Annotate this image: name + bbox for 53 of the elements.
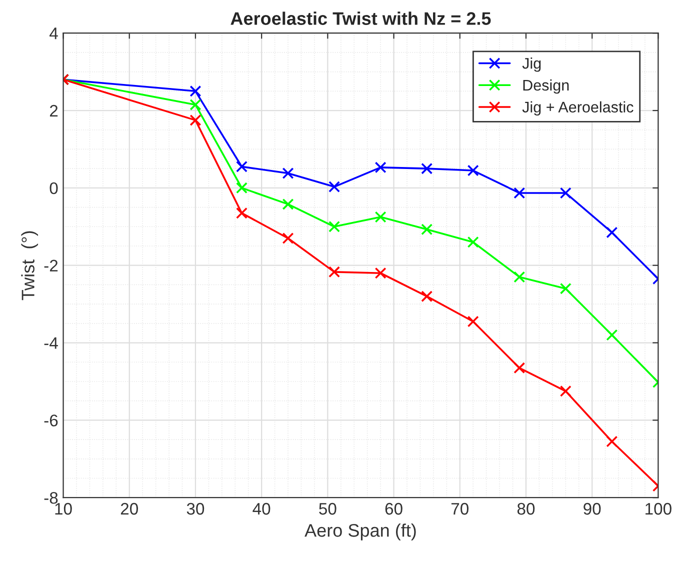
x-tick-label: 100 (646, 502, 672, 515)
y-axis-title: Twist (°) (21, 231, 38, 300)
x-tick-label: 80 (517, 502, 535, 515)
point (236, 160, 248, 172)
point (560, 187, 572, 199)
x-tick-label: 60 (385, 502, 402, 515)
point (374, 211, 386, 223)
x-tick-label: 40 (252, 502, 270, 515)
y-tick-label: 2 (50, 104, 58, 117)
y-tick-label: -8 (44, 492, 58, 504)
x-tick-label: 50 (319, 502, 336, 515)
x-tick-label: 90 (584, 502, 601, 515)
point (606, 436, 618, 448)
legend-label: Jig (522, 58, 541, 72)
y-tick-label: 4 (50, 28, 58, 40)
point (514, 187, 526, 199)
point (190, 114, 202, 126)
point (606, 226, 618, 238)
point (606, 329, 618, 341)
legend-label: Design (523, 79, 569, 94)
point (282, 167, 294, 179)
point (282, 232, 294, 244)
point (560, 282, 572, 294)
point (374, 162, 386, 174)
y-tick-label: -2 (44, 260, 58, 272)
point (467, 164, 479, 176)
point (514, 271, 526, 283)
x-tick-label: 20 (120, 502, 138, 515)
point (190, 85, 202, 97)
point (374, 267, 386, 279)
point (467, 316, 479, 328)
point (236, 182, 248, 194)
y-tick-label: -6 (44, 414, 58, 426)
point (421, 224, 433, 236)
point (236, 207, 248, 219)
point (328, 181, 340, 193)
point (282, 198, 294, 210)
point (560, 385, 572, 397)
x-tick-label: 10 (55, 502, 72, 515)
point (421, 290, 433, 302)
y-tick-label: 0 (50, 182, 58, 194)
legend-label: Jig + Aeroelastic (522, 101, 634, 116)
x-axis-title: Aero Span (ft) (304, 524, 416, 540)
point (190, 98, 202, 110)
point (421, 162, 433, 174)
point (514, 362, 526, 374)
chart-title: Aeroelastic Twist with Nz = 2.5 (230, 12, 491, 25)
x-tick-label: 30 (186, 502, 204, 515)
point (328, 266, 340, 278)
point (467, 236, 479, 248)
x-tick-label: 70 (451, 502, 468, 515)
point (328, 220, 340, 232)
y-tick-label: -4 (44, 337, 58, 349)
